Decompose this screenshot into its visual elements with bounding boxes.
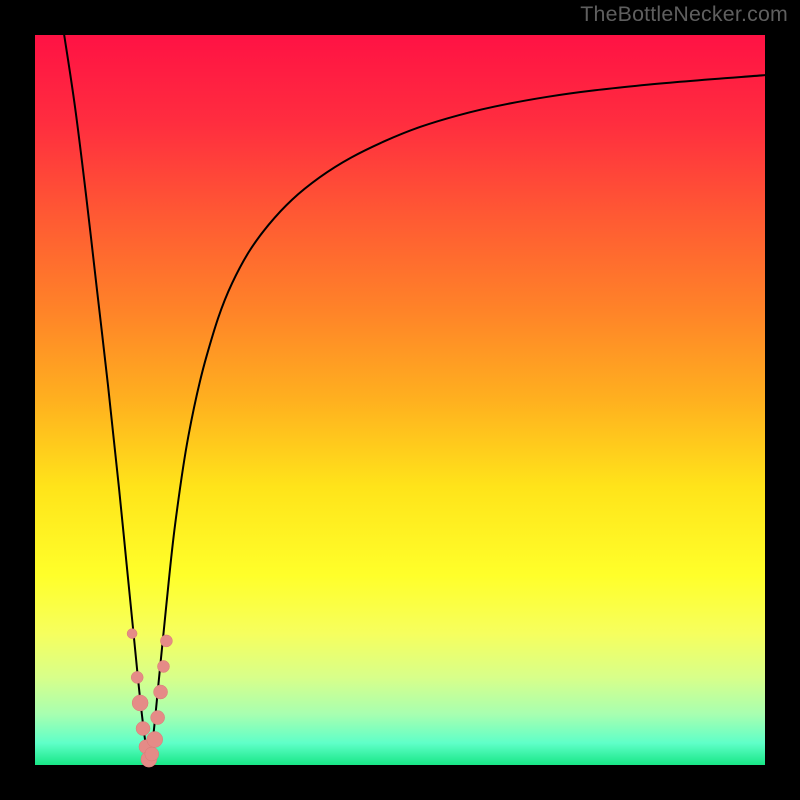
data-marker [145, 747, 159, 761]
chart-svg [35, 35, 765, 765]
data-marker [154, 685, 168, 699]
data-marker [157, 660, 169, 672]
bottleneck-curve [64, 35, 149, 765]
watermark-text: TheBottleNecker.com [580, 2, 788, 27]
data-marker [151, 711, 165, 725]
data-marker [127, 629, 137, 639]
data-marker [136, 722, 150, 736]
chart-root: TheBottleNecker.com [0, 0, 800, 800]
bottleneck-curve [149, 75, 765, 765]
data-marker [160, 635, 172, 647]
plot-area [35, 35, 765, 765]
data-marker [132, 695, 148, 711]
data-marker [131, 671, 143, 683]
data-marker [147, 731, 163, 747]
